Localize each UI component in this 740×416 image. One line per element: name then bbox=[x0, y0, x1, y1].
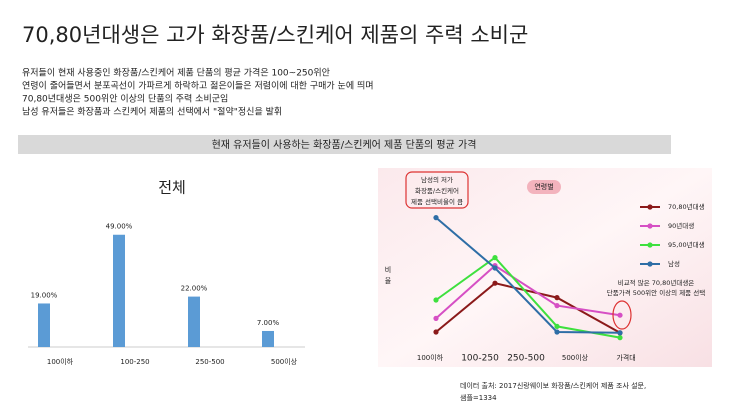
point bbox=[617, 312, 623, 318]
x-tick-label: 100-250 bbox=[461, 354, 499, 364]
bullet: 연령이 줄어들면서 분포곡선이 가파르게 하락하고 젊은이들은 저렴이에 대한 … bbox=[22, 80, 374, 92]
point bbox=[554, 303, 560, 309]
chart-title: 전체 bbox=[158, 179, 186, 197]
banner-text: 현재 유저들이 사용하는 화장품/스킨케어 제품 단품의 평균 가격 bbox=[212, 138, 477, 151]
legend-label: 90년대생 bbox=[668, 221, 694, 230]
bar bbox=[113, 234, 125, 347]
bullet: 남성 유저들은 화장품과 스킨케어 제품의 선택에서 "절약"정신을 발휘 bbox=[22, 106, 282, 118]
banner bbox=[18, 135, 671, 154]
y-axis-label: 비 bbox=[385, 265, 391, 274]
annotation: 단품가격 500위안 이상의 제품 선택 bbox=[607, 288, 705, 297]
x-tick-label: 250-500 bbox=[507, 354, 545, 364]
data-label: 49.00% bbox=[106, 223, 133, 231]
point bbox=[554, 329, 560, 335]
line-panel bbox=[378, 168, 712, 367]
legend-label: 95,00년대생 bbox=[668, 240, 705, 249]
data-label: 22.00% bbox=[181, 285, 208, 293]
bullet: 70,80년대생은 500위안 이상의 단품의 주력 소비군임 bbox=[22, 93, 228, 105]
x-axis-label: 가격대 bbox=[616, 353, 635, 362]
x-tick-label: 100-250 bbox=[120, 358, 149, 366]
point bbox=[617, 330, 623, 336]
point bbox=[433, 315, 439, 321]
data-label: 19.00% bbox=[31, 291, 58, 299]
point bbox=[492, 265, 498, 271]
line bbox=[435, 216, 621, 334]
line bbox=[435, 282, 621, 334]
point bbox=[433, 297, 439, 303]
legend-point bbox=[647, 242, 653, 248]
slide-title: 70,80년대생은 고가 화장품/스킨케어 제품의 주력 소비군 bbox=[22, 23, 528, 47]
y-axis-label: 율 bbox=[385, 277, 392, 285]
bar bbox=[188, 296, 200, 347]
bar bbox=[38, 303, 50, 347]
point bbox=[554, 323, 560, 329]
x-tick-label: 500이상 bbox=[271, 357, 298, 366]
source: 샘플=1334 bbox=[460, 394, 497, 402]
point bbox=[433, 215, 439, 221]
x-tick-label: 250-500 bbox=[195, 358, 224, 366]
legend-label: 70,80년대생 bbox=[668, 202, 705, 211]
legend-label: 남성 bbox=[668, 259, 680, 268]
point bbox=[492, 255, 498, 261]
line bbox=[435, 264, 621, 320]
x-tick-label: 100이하 bbox=[417, 353, 444, 362]
annotation-ring bbox=[612, 300, 632, 330]
annotation: 남성의 저가 bbox=[421, 175, 453, 184]
point bbox=[554, 295, 560, 301]
x-tick-label: 500이상 bbox=[562, 353, 589, 362]
legend-point bbox=[647, 261, 653, 267]
annotation: 제품 선택비율이 큼 bbox=[411, 197, 463, 206]
badge bbox=[527, 180, 561, 194]
point bbox=[433, 329, 439, 335]
bullet: 유저들이 현재 사용중인 화장품/스킨케어 제품 단품의 평균 가격은 100~… bbox=[22, 67, 330, 79]
data-label: 7.00% bbox=[257, 319, 280, 327]
annotation: 비교적 많은 70,80년대생은 bbox=[618, 278, 695, 287]
annotation: 화장품/스킨케어 bbox=[415, 186, 459, 195]
source: 데이터 출처: 2017신랑웨이보 화장품/스킨케어 제품 조사 설문, bbox=[460, 381, 646, 390]
x-tick-label: 100이하 bbox=[47, 357, 74, 366]
bar bbox=[262, 330, 274, 347]
point bbox=[617, 335, 623, 341]
point bbox=[492, 280, 498, 286]
legend-point bbox=[647, 204, 653, 210]
legend-point bbox=[647, 223, 653, 229]
badge-text: 연령별 bbox=[534, 182, 553, 191]
annotation-box bbox=[405, 171, 469, 209]
